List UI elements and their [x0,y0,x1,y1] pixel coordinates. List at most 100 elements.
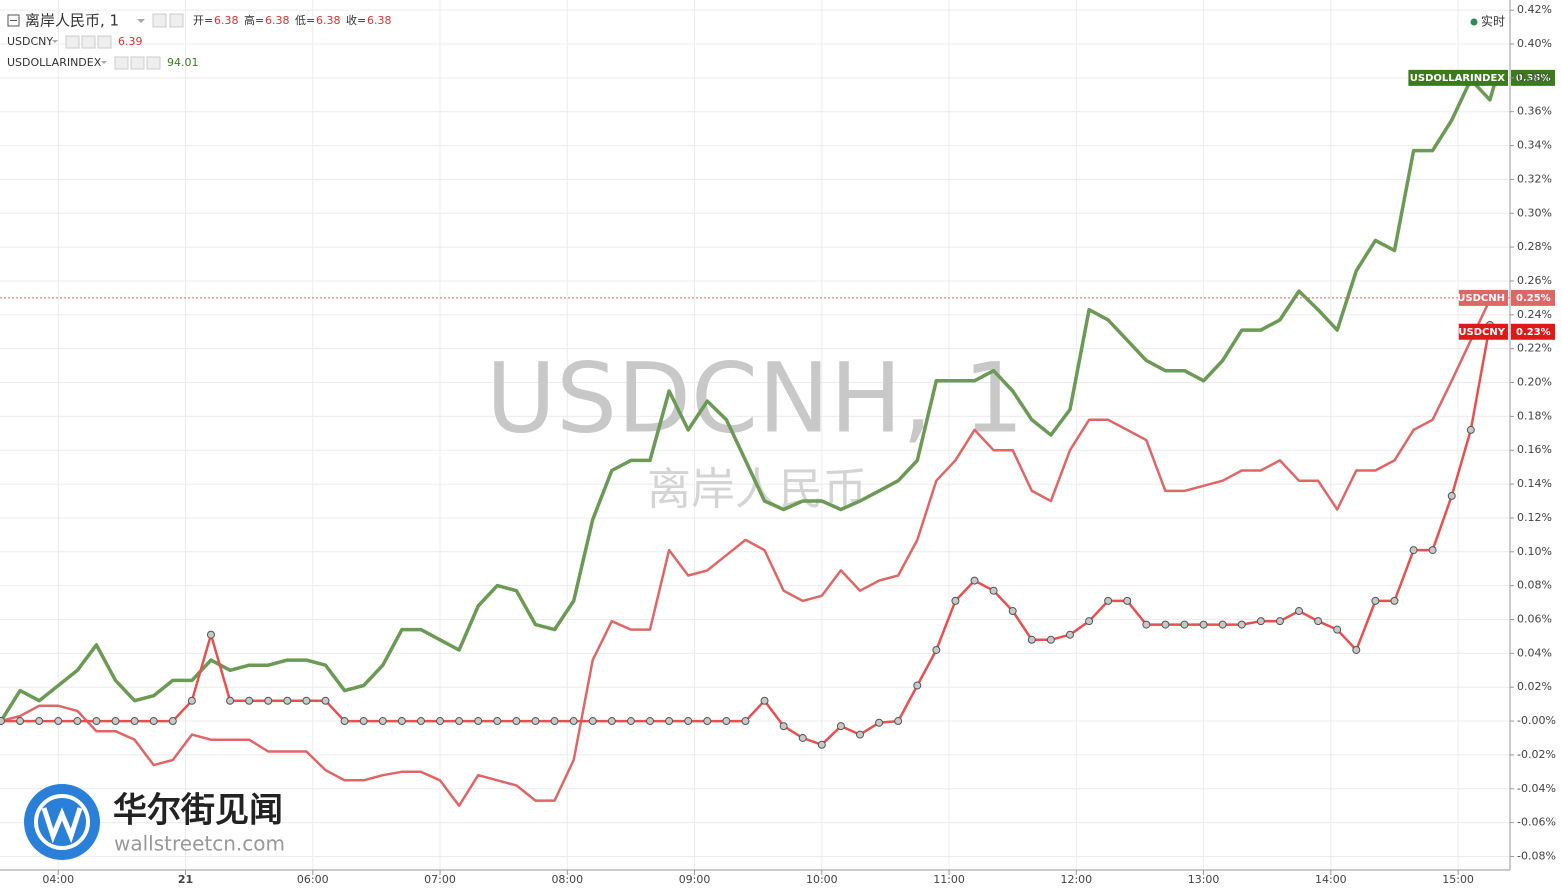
point-marker [855,730,864,739]
point-marker [531,717,540,726]
y-tick-label: 0.26% [1517,274,1552,287]
dropdown-icon[interactable] [52,40,58,43]
y-tick-label: 0.02% [1517,680,1552,693]
ohlc-value: 6.38 [367,14,392,27]
tag-value: 0.23% [1516,327,1551,338]
settings-icon[interactable] [97,35,112,49]
lines: USDOLLARINDEX 0.38% USDCNH 0.25% USDCNY 0.23% [0,69,1555,807]
point-marker [1371,596,1380,605]
y-tick-label: 0.32% [1517,172,1552,185]
x-tick-label: 09:00 [679,873,711,886]
point-marker [1180,620,1189,629]
y-tick-label: 0.20% [1517,376,1552,389]
y-tick-label: 0.14% [1517,477,1552,490]
y-tick-label: 0.28% [1517,240,1552,253]
settings-icon[interactable] [114,56,129,70]
point-marker [493,717,502,726]
ohlc-value: 6.38 [316,14,341,27]
ohlc-value: 6.38 [265,14,290,27]
point-marker [1142,620,1151,629]
point-marker [646,717,655,726]
point-marker [1085,617,1094,626]
symbol-value: 94.01 [167,56,199,69]
point-marker [1390,596,1399,605]
grid [0,0,1510,870]
tag-name-box [1458,289,1508,306]
settings-icon[interactable] [146,56,161,70]
collapse-icon[interactable] [7,14,20,27]
ohlc-value: 6.38 [214,14,239,27]
settings-icon[interactable] [130,56,145,70]
dropdown-icon[interactable] [101,61,107,64]
settings-icon[interactable] [65,35,80,49]
point-marker [607,717,616,726]
point-marker [264,696,273,705]
point-marker [684,717,693,726]
settings-icon[interactable] [81,35,96,49]
symbol-value: 6.39 [118,35,143,48]
point-marker [378,717,387,726]
point-marker [340,717,349,726]
point-marker [130,717,139,726]
tag-value-box [1511,69,1555,86]
brand-url: wallstreetcn.com [114,832,285,856]
settings-icon[interactable] [169,13,184,28]
point-marker [455,717,464,726]
dropdown-icon[interactable] [137,19,145,23]
point-marker [626,717,635,726]
point-marker [1046,635,1055,644]
ohlc: 开= 6.38 高= 6.38 低= 6.38 收= 6.38 [193,13,392,27]
point-marker [1237,620,1246,629]
point-marker [798,733,807,742]
y-tick-label: 0.10% [1517,545,1552,558]
tag-name-box [1408,69,1508,86]
x-tick-label: 14:00 [1315,873,1347,886]
point-marker [932,645,941,654]
x-tick-label: 10:00 [806,873,838,886]
point-marker [35,717,44,726]
point-marker [1123,596,1132,605]
point-marker [875,718,884,727]
y-tick-label: 0.12% [1517,511,1552,524]
point-marker [1161,620,1170,629]
x-tick-label: 11:00 [933,873,965,886]
x-tick-label: 07:00 [424,873,456,886]
point-marker [913,681,922,690]
point-marker [206,630,215,639]
point-marker [0,717,5,726]
y-tick-label: -0.04% [1517,782,1556,795]
x-tick-label: 08:00 [551,873,583,886]
point-marker [1218,620,1227,629]
x-tick-label: 13:00 [1188,873,1220,886]
point-marker [665,717,674,726]
point-marker [1333,625,1342,634]
chart-title: 离岸人民币, 1 [25,12,119,30]
settings-icon[interactable] [152,13,167,28]
point-marker [359,717,368,726]
ohlc-label: 高= [244,13,264,27]
x-tick-label: 15:00 [1442,873,1474,886]
y-tick-label: 0.18% [1517,409,1552,422]
point-marker [226,696,235,705]
tag-name: USDCNY [1458,327,1505,338]
point-marker [54,717,63,726]
point-marker [569,717,578,726]
ohlc-label: 开= [193,14,213,27]
x-tick-label: 06:00 [297,873,329,886]
point-marker [149,717,158,726]
axes: 0.42% 0.40% 0.38% 0.36% 0.34% 0.32% 0.30% 0.28%… [42,3,1556,886]
tag-name: USDCNH [1457,293,1505,304]
point-marker [474,717,483,726]
point-marker [436,717,445,726]
y-tick-label: 0.22% [1517,342,1552,355]
point-marker [1314,617,1323,626]
y-tick-label: 0.06% [1517,612,1552,625]
tag-value-box [1511,323,1555,340]
tag-name: USDOLLARINDEX [1410,73,1506,84]
y-tick-label: 0.42% [1517,3,1552,16]
point-marker [1027,635,1036,644]
point-marker [283,696,292,705]
y-tick-label: -0.00% [1517,714,1556,727]
